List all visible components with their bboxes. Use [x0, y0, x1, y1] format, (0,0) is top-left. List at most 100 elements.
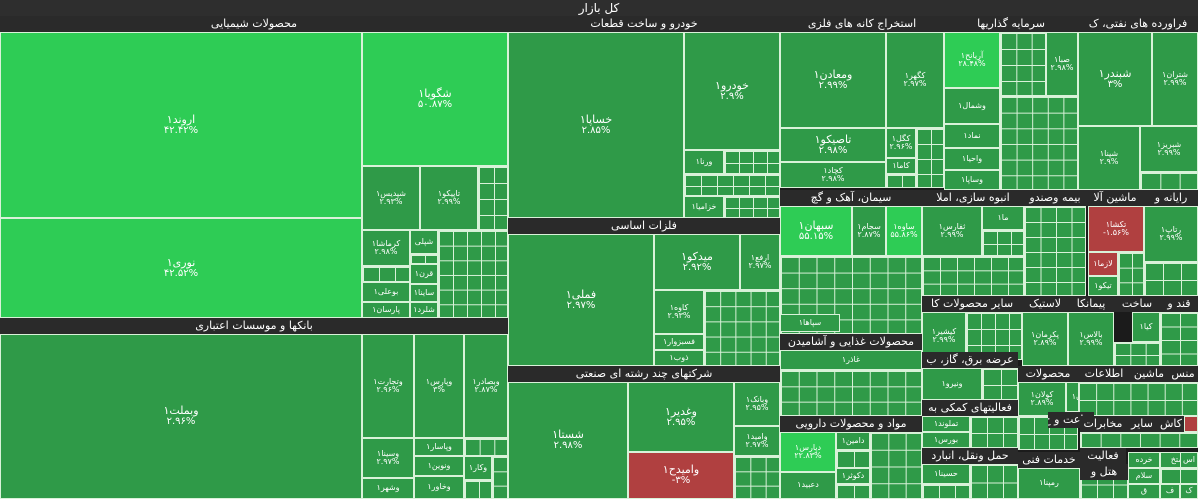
sector-header[interactable]: محصولات شیمیایی — [0, 16, 508, 32]
sector-header[interactable]: سرمایه گذاریها — [944, 16, 1078, 32]
stock-tile[interactable]: وشمال۱ — [944, 88, 1000, 124]
sector-header[interactable]: فعالیتهای کمکی به — [922, 400, 1018, 416]
sector-header[interactable]: ماشین — [1130, 366, 1168, 382]
stock-tile[interactable]: شستا۱ ۲.۹۸% — [508, 382, 628, 499]
stock-tile[interactable]: وخاور۱ — [414, 476, 464, 499]
stock-tile[interactable]: کرماشا۱ ۲.۹۸% — [362, 230, 410, 266]
sector-header[interactable]: سیمان، آهک و گچ — [780, 190, 922, 206]
sector-header[interactable]: ماشین آلا — [1086, 190, 1144, 206]
stock-tile[interactable]: وسینا۱ ۲.۹۷% — [362, 438, 414, 478]
sector-header[interactable]: بانکها و موسسات اعتباری — [0, 318, 508, 334]
stock-tile[interactable]: وغدیر۱ ۲.۹۵% — [628, 382, 734, 452]
stock-tile[interactable]: وپاسار۱ — [414, 438, 464, 456]
stock-tile[interactable]: کگل۱ ۲.۹۶% — [886, 128, 916, 158]
stock-tile[interactable]: ساینا۱ — [410, 284, 438, 302]
stock-tile[interactable]: کولان۱ ۲.۸۹% — [1018, 382, 1066, 416]
sector-header[interactable]: محصولات — [1018, 366, 1078, 382]
stock-tile[interactable]: سبهان۱ ۵۵.۱۵% — [780, 206, 852, 256]
stock-tile[interactable]: واحیا۱ — [944, 148, 1000, 170]
stock-tile[interactable]: فملی۱ ۲.۹۷% — [508, 234, 654, 366]
stock-tile[interactable]: حسینا۱ — [922, 464, 970, 484]
stock-tile[interactable]: تملوند۱ — [922, 416, 970, 432]
stock-tile[interactable]: میدکو۱ ۲.۹۲% — [654, 234, 740, 290]
sector-header[interactable]: مخابرات — [1080, 416, 1126, 432]
sector-header[interactable]: فلزات اساسی — [508, 218, 780, 234]
stock-tile[interactable]: وپارس۱ ۳% — [414, 334, 464, 438]
stock-tile[interactable]: نوری۱ ۴۲.۵۲% — [0, 218, 362, 318]
sector-header[interactable]: استخراج کانه های فلزی — [780, 16, 944, 32]
stock-tile[interactable]: دعبید۱ — [780, 472, 836, 499]
stock-tile[interactable]: شگویا۱ ۵۰.۸۷% — [362, 32, 508, 166]
sector-header[interactable]: هتل و — [1080, 464, 1128, 480]
stock-tile[interactable]: اس — [1180, 452, 1198, 468]
sector-header[interactable]: خدمات فنی — [1018, 452, 1080, 468]
sector-header[interactable]: پیمانکا — [1068, 296, 1114, 312]
stock-tile[interactable]: خساپا۱ ۲.۸۵% — [508, 32, 684, 218]
stock-tile[interactable]: وشهر۱ — [362, 478, 414, 499]
stock-tile[interactable]: وبصادر۱ ۲.۸۷% — [464, 334, 508, 438]
sector-header[interactable]: خودرو و ساخت قطعات — [508, 16, 780, 32]
sector-header[interactable]: رایانه و — [1144, 190, 1198, 206]
stock-tile[interactable]: لازما۱ — [1088, 252, 1118, 276]
stock-tile[interactable]: غاذر۱ — [780, 350, 922, 370]
sector-header[interactable]: سایر محصولات کا — [922, 296, 1022, 312]
stock-tile[interactable]: ارفع۱ ۲.۹۷% — [740, 234, 780, 290]
sector-header[interactable]: سایر — [1126, 416, 1158, 432]
stock-tile[interactable]: خزامیا۱ — [684, 196, 724, 218]
stock-tile[interactable]: اروند۱ ۴۲.۴۲% — [0, 32, 362, 218]
stock-tile[interactable]: ما۱ — [982, 206, 1024, 230]
stock-tile[interactable]: کگهر۱ ۲.۹۷% — [886, 32, 944, 128]
stock-tile[interactable]: سپاها۱ — [780, 314, 840, 332]
stock-tile[interactable]: شبندر۱ ۳% — [1078, 32, 1152, 126]
stock-tile[interactable]: پکرمان۱ ۲.۸۹% — [1022, 312, 1068, 366]
sector-header[interactable]: محصولات غذایی و آشامیدن — [780, 334, 922, 350]
stock-tile[interactable]: خودرو۱ ۲.۹% — [684, 32, 780, 150]
stock-tile[interactable]: وکار۱ — [464, 456, 492, 480]
sector-header[interactable]: اطلاعات — [1078, 366, 1130, 382]
stock-tile[interactable]: سجام۱ ۲.۸۷% — [852, 206, 886, 256]
stock-tile[interactable]: ونیرو۱ — [922, 368, 982, 400]
stock-tile[interactable]: وساپا۱ — [944, 170, 1000, 190]
sector-header[interactable]: ساخت — [1114, 296, 1160, 312]
stock-tile[interactable]: شپدیس۱ ۲.۹۳% — [362, 166, 420, 230]
sector-header[interactable]: کاش — [1158, 416, 1184, 432]
stock-tile[interactable]: ک — [1180, 484, 1198, 499]
stock-tile[interactable]: بالاس۱ ۲.۹۹% — [1068, 312, 1114, 366]
stock-tile[interactable]: ومعادن۱ ۲.۹۹% — [780, 32, 886, 128]
stock-tile[interactable]: بورس۱ — [922, 432, 970, 448]
stock-tile[interactable]: رتاپ۱ ۲.۹۹% — [1144, 206, 1198, 262]
sector-header[interactable]: فراورده های نفتی، ک — [1078, 16, 1198, 32]
stock-tile[interactable]: آریانح۱ ۲۸.۴۸% — [944, 32, 1000, 88]
sector-header[interactable]: فعالیت — [1080, 448, 1126, 464]
sector-header[interactable]: لاستیک — [1022, 296, 1068, 312]
sector-header[interactable]: قند و — [1160, 296, 1198, 312]
stock-tile[interactable]: وامید۱ ۲.۹۷% — [734, 426, 780, 456]
stock-tile[interactable]: ثفارس۱ ۲.۹۹% — [922, 206, 982, 256]
stock-tile[interactable]: وبانک۱ ۲.۹۵% — [734, 382, 780, 426]
stock-tile[interactable]: شبریز۱ ۲.۹۹% — [1140, 126, 1198, 172]
stock-tile[interactable]: قرن۱ — [410, 264, 438, 284]
stock-tile[interactable]: وبملت۱ ۲.۹۶% — [0, 334, 362, 499]
stock-tile[interactable]: کیا۱ — [1132, 312, 1160, 342]
sector-header[interactable]: مواد و محصولات دارویی — [780, 416, 922, 432]
stock-tile[interactable]: دکوثر۱ — [836, 468, 870, 484]
stock-tile[interactable]: شتران۱ ۲.۹۹% — [1152, 32, 1198, 126]
stock-tile[interactable]: کچاد۱ ۲.۹۸% — [780, 162, 886, 188]
stock-tile[interactable]: ونوین۱ — [414, 456, 464, 476]
stock-tile[interactable]: پارسان۱ — [362, 302, 410, 318]
stock-tile[interactable]: نماد۱ — [944, 124, 1000, 148]
sector-header[interactable]: بیمه وصندو — [1024, 190, 1086, 206]
stock-tile[interactable]: کاما۱ — [886, 158, 916, 174]
stock-tile[interactable]: وامیدح۱ -۳% — [628, 452, 734, 499]
stock-tile[interactable]: تکشا۱ -۱.۵۶% — [1088, 206, 1144, 252]
sector-header[interactable]: انبوه سازی، املا — [922, 190, 1024, 206]
sector-header[interactable]: حمل ونقل، انبارد — [922, 448, 1018, 464]
stock-tile[interactable]: رمپنا۱ — [1018, 468, 1080, 499]
sector-header[interactable]: عرضه برق، گاز، ب — [922, 352, 1018, 368]
sector-header[interactable]: منس — [1168, 366, 1198, 382]
stock-tile[interactable]: تاصیکو۱ ۲.۹۸% — [780, 128, 886, 162]
stock-tile[interactable]: سلام — [1128, 468, 1160, 484]
stock-tile[interactable]: ورنا۱ — [684, 150, 724, 174]
stock-tile[interactable]: ساوه۱ ۵۵.۸۶% — [886, 206, 922, 256]
stock-tile[interactable]: شلرد۱ — [410, 302, 438, 318]
